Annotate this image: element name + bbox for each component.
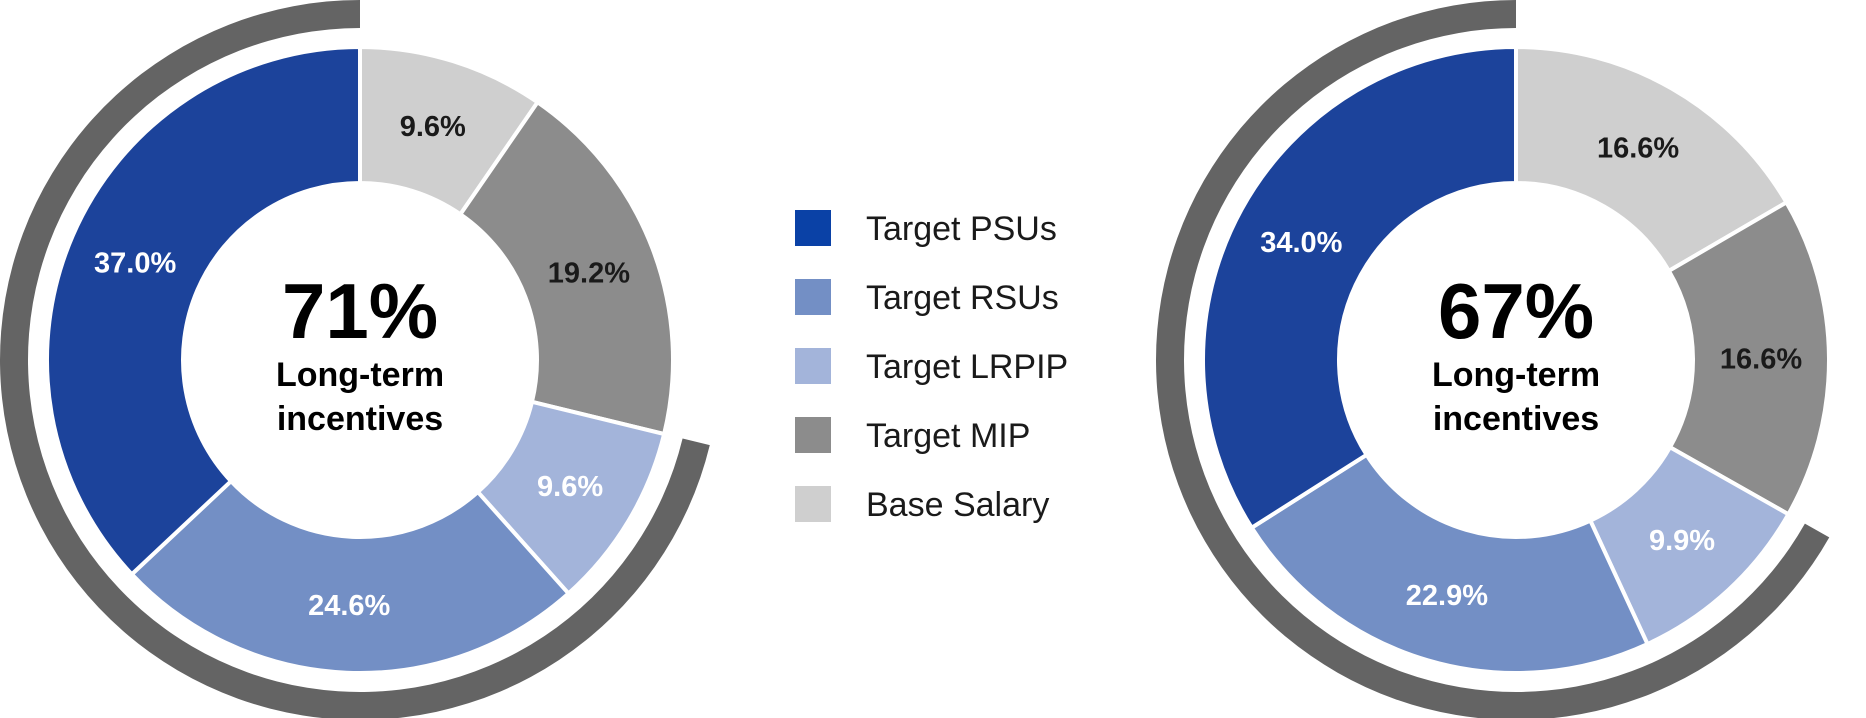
slice-label-base-salary: 16.6% [1597,133,1679,165]
center-value: 71% [282,267,438,355]
legend-label-base-salary: Base Salary [866,486,1049,524]
slice-target-rsus [1248,452,1651,675]
legend-label-target-rsus: Target RSUs [866,279,1059,317]
slice-label-target-lrpip: 9.9% [1649,525,1715,557]
center-label: incentives [277,400,443,438]
donut-chart-2: 16.6% 16.6% 9.9% 22.9% 34.0% 67%Long-term ince… [1156,0,1831,718]
legend-swatch-target-rsus [795,279,831,315]
legend-label-target-lrpip: Target LRPIP [866,348,1068,386]
legend-swatch-target-mip [795,417,831,453]
slice-label-target-psus: 34.0% [1260,227,1342,259]
center-value: 67% [1438,267,1594,355]
slice-base-salary [1514,44,1790,274]
legend-swatch-target-lrpip [795,348,831,384]
slice-target-mip [457,99,675,437]
slice-target-rsus [129,478,572,675]
slice-label-target-mip: 16.6% [1720,343,1802,375]
legend-swatch-target-psus [795,210,831,246]
slice-target-psus [1201,44,1518,531]
slice-label-target-mip: 19.2% [548,258,630,290]
donut-chart-1: 9.6% 19.2% 9.6% 24.6% 37.0% 71%Long-term incen… [0,0,710,718]
legend-label-target-psus: Target PSUs [866,210,1057,248]
center-label: Long-term [276,356,444,394]
center-label: Long-term [1432,356,1600,394]
slice-target-mip [1666,199,1831,517]
slice-label-target-rsus: 24.6% [308,590,390,622]
slice-label-target-psus: 37.0% [94,248,176,280]
legend-label-target-mip: Target MIP [866,417,1030,455]
legend-swatch-base-salary [795,486,831,522]
slice-label-target-rsus: 22.9% [1406,580,1488,612]
legend: Target PSUs Target RSUs Target LRPIP Target… [795,210,1068,524]
center-label: incentives [1433,400,1599,438]
slice-target-psus [45,44,362,578]
slice-label-base-salary: 9.6% [400,111,466,143]
slice-label-target-lrpip: 9.6% [537,471,603,503]
